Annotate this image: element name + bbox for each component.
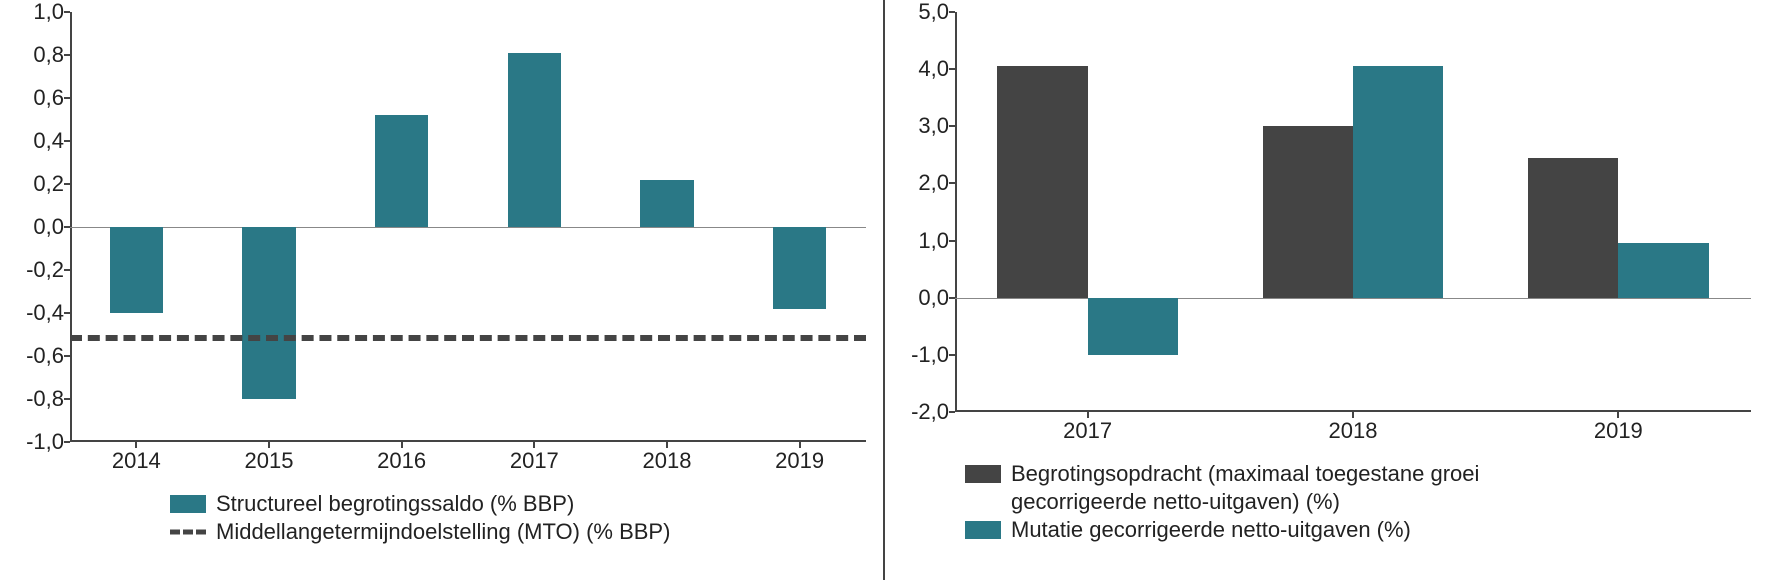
- x-tick-label: 2017: [1063, 412, 1112, 444]
- legend-dash-icon: [170, 523, 206, 541]
- mto-line: [70, 335, 866, 341]
- chart-container: -1,0 -0,8 -0,6 -0,4 -0,2 0,0 0,2 0,4 0,6 0,8 1,0 20…: [0, 0, 1769, 580]
- zero-line: [955, 298, 1751, 299]
- bar: [1263, 126, 1353, 297]
- x-axis: [70, 440, 866, 442]
- legend-swatch-icon: [965, 521, 1001, 539]
- bar: [1088, 298, 1178, 355]
- x-tick-label: 2019: [775, 442, 824, 474]
- legend-label: Middellangetermijndoelstelling (MTO) (% …: [216, 518, 670, 546]
- y-tick-label: -0,2: [26, 257, 70, 283]
- left-plot-area: -1,0-0,8-0,6-0,4-0,20,00,20,40,60,81,020…: [70, 12, 866, 442]
- bar: [1353, 66, 1443, 297]
- y-tick-label: -0,6: [26, 343, 70, 369]
- x-tick-label: 2018: [1329, 412, 1378, 444]
- legend-swatch-icon: [170, 495, 206, 513]
- legend-label: Begrotingsopdracht (maximaal toegestane …: [1011, 460, 1479, 516]
- bar: [1618, 243, 1708, 297]
- zero-line: [70, 227, 866, 228]
- x-tick-label: 2017: [510, 442, 559, 474]
- bar: [773, 227, 826, 309]
- bar: [242, 227, 295, 399]
- y-tick-label: 1,0: [33, 0, 70, 25]
- y-tick-label: 2,0: [918, 170, 955, 196]
- x-tick-label: 2019: [1594, 412, 1643, 444]
- y-tick-label: 0,6: [33, 85, 70, 111]
- y-tick-label: 0,4: [33, 128, 70, 154]
- x-tick-label: 2015: [245, 442, 294, 474]
- y-tick-label: 1,0: [918, 228, 955, 254]
- legend-item: Structureel begrotingssaldo (% BBP): [170, 490, 670, 518]
- y-tick-label: 0,2: [33, 171, 70, 197]
- y-tick-label: 4,0: [918, 56, 955, 82]
- x-tick-label: 2018: [643, 442, 692, 474]
- bar: [997, 66, 1087, 297]
- legend-label: Structureel begrotingssaldo (% BBP): [216, 490, 670, 518]
- y-tick-label: 0,8: [33, 42, 70, 68]
- legend-label: Mutatie gecorrigeerde netto-uitgaven (%): [1011, 516, 1479, 544]
- right-legend: Begrotingsopdracht (maximaal toegestane …: [965, 460, 1479, 544]
- legend-item: Begrotingsopdracht (maximaal toegestane …: [965, 460, 1479, 516]
- y-tick-label: -1,0: [26, 429, 70, 455]
- left-legend: Structureel begrotingssaldo (% BBP)Midde…: [170, 490, 670, 546]
- right-chart-panel: -2,0-1,00,01,02,03,04,05,0201720182019 B…: [885, 0, 1769, 580]
- y-tick-label: 0,0: [918, 285, 955, 311]
- y-tick-label: -2,0: [911, 399, 955, 425]
- y-tick-label: -1,0: [911, 342, 955, 368]
- y-tick-label: 5,0: [918, 0, 955, 25]
- left-chart-panel: -1,0 -0,8 -0,6 -0,4 -0,2 0,0 0,2 0,4 0,6 0,8 1,0 20…: [0, 0, 885, 580]
- x-tick-label: 2016: [377, 442, 426, 474]
- y-tick-label: -0,4: [26, 300, 70, 326]
- bar: [375, 115, 428, 227]
- x-tick-label: 2014: [112, 442, 161, 474]
- bar: [508, 53, 561, 227]
- bar: [1528, 158, 1618, 298]
- bar: [110, 227, 163, 313]
- y-axis: [955, 12, 957, 412]
- legend-item: Mutatie gecorrigeerde netto-uitgaven (%): [965, 516, 1479, 544]
- legend-item: Middellangetermijndoelstelling (MTO) (% …: [170, 518, 670, 546]
- legend-swatch-icon: [965, 465, 1001, 483]
- right-plot-area: -2,0-1,00,01,02,03,04,05,0201720182019: [955, 12, 1751, 412]
- y-tick-label: 3,0: [918, 113, 955, 139]
- y-tick-label: 0,0: [33, 214, 70, 240]
- y-tick-label: -0,8: [26, 386, 70, 412]
- bar: [640, 180, 693, 227]
